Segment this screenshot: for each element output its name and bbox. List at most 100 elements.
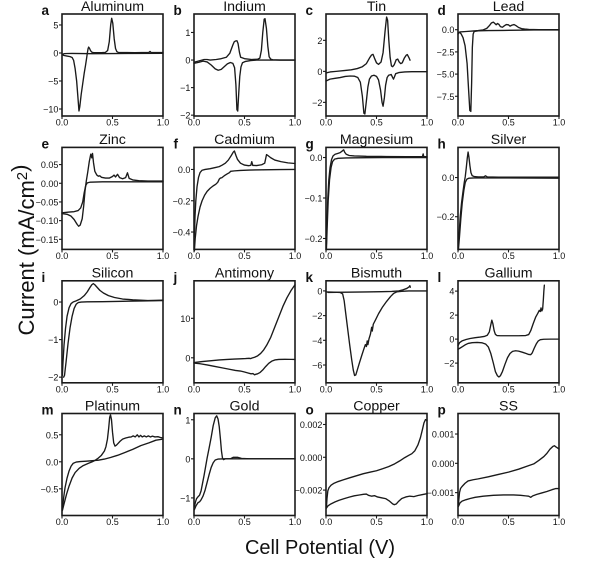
svg-text:k: k — [306, 270, 314, 285]
svg-text:0.0: 0.0 — [56, 517, 69, 527]
svg-text:−0.2: −0.2 — [173, 196, 191, 206]
svg-text:0.5: 0.5 — [46, 430, 59, 440]
svg-text:1.0: 1.0 — [157, 118, 170, 128]
svg-text:0.0: 0.0 — [188, 384, 201, 394]
svg-text:0.0: 0.0 — [452, 118, 465, 128]
svg-text:e: e — [42, 136, 50, 151]
svg-text:−0.10: −0.10 — [36, 216, 59, 226]
svg-text:0.5: 0.5 — [238, 251, 251, 261]
svg-text:Indium: Indium — [223, 0, 266, 15]
svg-text:0: 0 — [449, 335, 454, 345]
svg-text:2: 2 — [449, 311, 454, 321]
svg-text:0.0: 0.0 — [320, 517, 333, 527]
svg-text:0.5: 0.5 — [238, 118, 251, 128]
svg-text:0.0: 0.0 — [188, 517, 201, 527]
svg-text:Silicon: Silicon — [92, 266, 134, 282]
svg-text:1.0: 1.0 — [553, 118, 566, 128]
svg-text:0.0: 0.0 — [320, 118, 333, 128]
svg-text:0.5: 0.5 — [502, 118, 515, 128]
svg-text:h: h — [438, 136, 446, 151]
svg-text:1.0: 1.0 — [289, 517, 302, 527]
svg-text:0.0: 0.0 — [320, 251, 333, 261]
svg-text:1.0: 1.0 — [289, 384, 302, 394]
svg-text:0.000: 0.000 — [432, 459, 455, 469]
svg-text:Bismuth: Bismuth — [351, 266, 402, 282]
svg-text:SS: SS — [499, 398, 518, 414]
svg-text:f: f — [174, 136, 179, 151]
svg-text:0.5: 0.5 — [370, 118, 383, 128]
svg-text:n: n — [174, 403, 182, 418]
svg-text:0.05: 0.05 — [41, 160, 59, 170]
svg-text:0: 0 — [317, 286, 322, 296]
svg-text:0: 0 — [185, 56, 190, 66]
svg-text:0: 0 — [185, 353, 190, 363]
svg-text:1: 1 — [185, 415, 190, 425]
svg-text:Cadmium: Cadmium — [214, 132, 275, 148]
svg-text:0: 0 — [317, 67, 322, 77]
svg-text:l: l — [438, 270, 442, 285]
svg-text:c: c — [306, 3, 314, 18]
svg-text:0.5: 0.5 — [370, 251, 383, 261]
svg-text:i: i — [42, 270, 46, 285]
svg-text:0.0: 0.0 — [320, 384, 333, 394]
svg-text:−2: −2 — [312, 98, 322, 108]
svg-text:0.0: 0.0 — [56, 118, 69, 128]
svg-text:0.0: 0.0 — [46, 457, 59, 467]
svg-text:−4: −4 — [312, 336, 322, 346]
svg-text:m: m — [42, 403, 54, 418]
svg-text:Gallium: Gallium — [484, 266, 532, 282]
svg-text:1.0: 1.0 — [157, 384, 170, 394]
svg-text:0.0: 0.0 — [310, 153, 323, 163]
svg-text:−5.0: −5.0 — [437, 70, 455, 80]
svg-text:0.5: 0.5 — [106, 384, 119, 394]
svg-text:0.000: 0.000 — [300, 453, 323, 463]
svg-text:1.0: 1.0 — [421, 517, 434, 527]
svg-text:1.0: 1.0 — [421, 251, 434, 261]
svg-text:−0.2: −0.2 — [437, 212, 455, 222]
svg-text:0.002: 0.002 — [300, 420, 323, 430]
svg-text:Platinum: Platinum — [85, 398, 140, 414]
svg-text:−0.002: −0.002 — [295, 486, 323, 496]
svg-text:−1: −1 — [48, 335, 58, 345]
svg-text:1.0: 1.0 — [421, 118, 434, 128]
svg-text:j: j — [173, 270, 178, 285]
svg-text:0.5: 0.5 — [370, 384, 383, 394]
svg-text:0.0: 0.0 — [452, 517, 465, 527]
svg-text:1.0: 1.0 — [289, 118, 302, 128]
svg-text:0.0: 0.0 — [188, 118, 201, 128]
svg-text:0: 0 — [53, 298, 58, 308]
svg-text:−2: −2 — [444, 359, 454, 369]
svg-text:−2: −2 — [48, 373, 58, 383]
svg-text:−0.15: −0.15 — [36, 235, 59, 245]
svg-text:−1: −1 — [180, 493, 190, 503]
svg-text:−0.1: −0.1 — [305, 194, 323, 204]
svg-text:2: 2 — [317, 36, 322, 46]
svg-text:Lead: Lead — [493, 0, 525, 15]
svg-text:1: 1 — [185, 28, 190, 38]
svg-text:−0.05: −0.05 — [36, 197, 59, 207]
svg-text:1.0: 1.0 — [421, 384, 434, 394]
svg-text:−2.5: −2.5 — [437, 47, 455, 57]
svg-text:0: 0 — [53, 48, 58, 58]
svg-text:−5: −5 — [48, 76, 58, 86]
svg-text:0.0: 0.0 — [442, 25, 455, 35]
svg-text:Magnesium: Magnesium — [340, 132, 413, 148]
svg-text:0.5: 0.5 — [106, 517, 119, 527]
svg-text:0.0: 0.0 — [56, 384, 69, 394]
svg-text:Silver: Silver — [491, 132, 527, 148]
svg-text:Cell Potential (V): Cell Potential (V) — [245, 537, 395, 559]
svg-text:4: 4 — [449, 287, 454, 297]
svg-text:−1: −1 — [180, 83, 190, 93]
svg-text:a: a — [42, 3, 50, 18]
svg-text:0.5: 0.5 — [106, 118, 119, 128]
svg-text:−2: −2 — [180, 111, 190, 121]
svg-text:1.0: 1.0 — [157, 251, 170, 261]
svg-text:−0.4: −0.4 — [173, 228, 191, 238]
svg-text:o: o — [306, 403, 314, 418]
svg-text:0.5: 0.5 — [238, 384, 251, 394]
svg-text:Copper: Copper — [353, 398, 400, 414]
svg-text:d: d — [438, 3, 446, 18]
svg-text:0.5: 0.5 — [502, 384, 515, 394]
svg-text:10: 10 — [180, 314, 190, 324]
svg-text:0.5: 0.5 — [370, 517, 383, 527]
